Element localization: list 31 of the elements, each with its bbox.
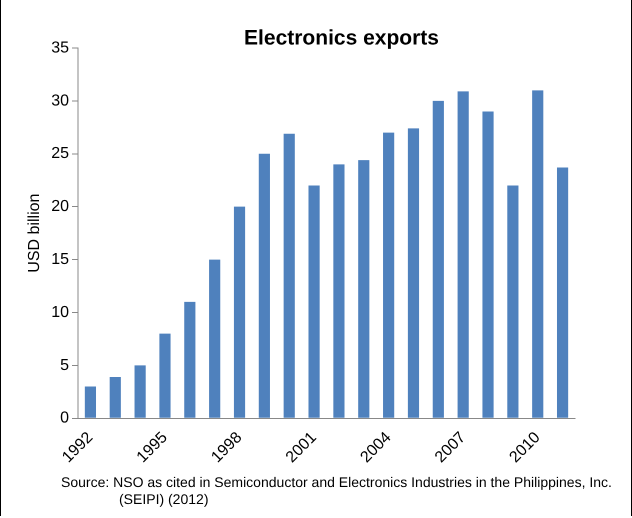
y-tick-label: 25 <box>51 145 70 162</box>
bar <box>358 160 370 418</box>
y-tick-label: 10 <box>51 304 70 321</box>
bar <box>383 132 394 418</box>
bar <box>458 91 469 418</box>
bar <box>284 134 295 418</box>
bar <box>84 386 96 418</box>
bar <box>532 90 544 418</box>
bar <box>184 302 196 418</box>
y-axis-title: USD billion <box>26 194 44 273</box>
bar <box>110 377 121 418</box>
y-tick-label: 35 <box>51 39 70 56</box>
bar <box>507 186 518 418</box>
chart-title: Electronics exports <box>244 26 439 50</box>
bar <box>258 154 270 418</box>
y-tick-label: 0 <box>60 410 70 427</box>
y-tick-label: 15 <box>51 250 70 268</box>
bar <box>333 164 345 418</box>
bar <box>308 186 320 418</box>
y-tick-label: 20 <box>51 198 70 216</box>
bar <box>432 100 444 418</box>
bar <box>134 365 146 418</box>
y-tick-label: 30 <box>51 92 70 110</box>
y-tick-label: 5 <box>60 356 70 374</box>
bar <box>159 334 171 418</box>
bar <box>408 128 420 418</box>
bar <box>482 111 494 418</box>
source-note: Source: NSO as cited in Semiconductor and Electronics Industries in the Philippines, Inc. (SEIPI) (2012) <box>61 474 613 508</box>
bar <box>209 260 220 418</box>
bar <box>556 168 568 418</box>
bar <box>234 206 246 418</box>
